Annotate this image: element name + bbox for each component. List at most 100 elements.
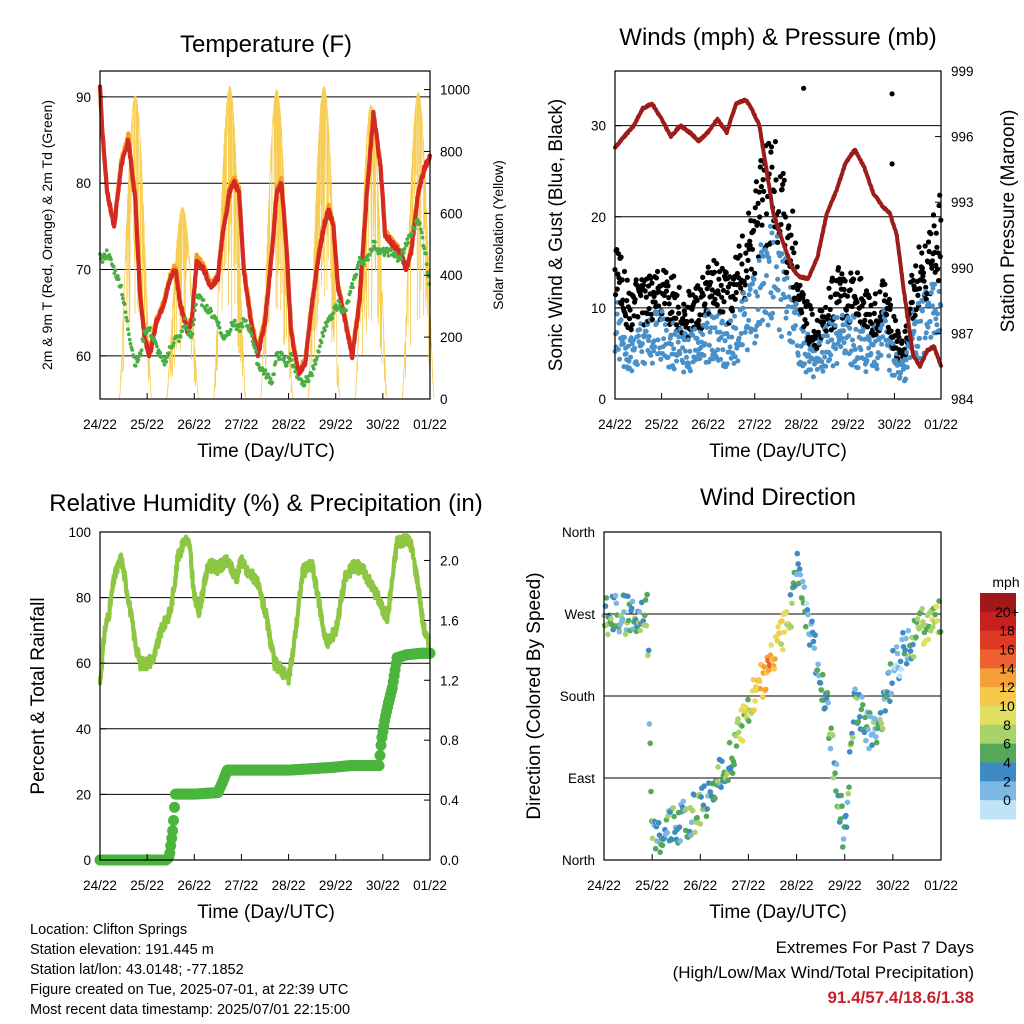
- wind-point: [819, 359, 825, 365]
- gust-point: [635, 314, 641, 320]
- x-tick-label: 29/22: [319, 417, 353, 432]
- direction-point: [729, 770, 736, 776]
- direction-point: [858, 706, 865, 713]
- x-tick-label: 30/22: [876, 878, 910, 893]
- colorbar-label: 12: [999, 679, 1015, 695]
- wind-point: [879, 341, 885, 347]
- wind-point: [849, 362, 855, 368]
- gust-point: [820, 319, 827, 325]
- wind-point: [852, 346, 858, 352]
- colorbar-swatch: [980, 668, 1016, 688]
- dewpoint-point: [177, 339, 181, 344]
- direction-point: [688, 832, 694, 838]
- direction-point: [742, 708, 748, 715]
- wind-point: [851, 342, 857, 348]
- gust-point: [663, 288, 670, 294]
- dewpoint-point: [282, 356, 286, 361]
- gust-point: [751, 227, 757, 233]
- dewpoint-point: [320, 330, 325, 335]
- humidity-title: Relative Humidity (%) & Precipitation (i…: [49, 490, 482, 517]
- direction-point: [918, 623, 925, 630]
- colorbar-title: mph: [992, 574, 1019, 590]
- rainfall-point: [374, 750, 386, 761]
- humidity-ylabel: Percent & Total Rainfall: [28, 597, 49, 794]
- x-tick-label: 28/22: [780, 878, 814, 893]
- wind-point: [833, 346, 839, 352]
- direction-point: [795, 561, 801, 567]
- direction-point: [665, 813, 671, 819]
- wind-point: [675, 339, 681, 345]
- colorbar-label: 8: [1003, 717, 1011, 733]
- gust-point: [621, 268, 628, 275]
- wind-point: [834, 361, 840, 366]
- y-tick-label: 90: [76, 90, 91, 105]
- x-tick-label: 01/22: [413, 878, 447, 893]
- wind-point: [795, 352, 801, 358]
- gust-point: [618, 254, 624, 260]
- wind-point: [827, 357, 833, 362]
- dewpoint-point: [311, 366, 316, 371]
- solar-insolation-line: [118, 95, 152, 400]
- gust-point: [651, 293, 657, 299]
- dewpoint-point: [310, 373, 314, 378]
- dewpoint-point: [192, 317, 197, 322]
- dewpoint-point: [424, 262, 429, 267]
- dewpoint-point: [199, 303, 204, 308]
- wind-point: [880, 334, 886, 340]
- direction-point: [783, 609, 790, 615]
- wind-point: [617, 356, 622, 362]
- direction-title: Wind Direction: [700, 484, 856, 511]
- gust-point: [663, 269, 669, 275]
- gust-point: [872, 291, 879, 297]
- gust-point: [889, 161, 895, 167]
- y-tick-label: 20: [591, 210, 606, 225]
- gust-point: [648, 275, 654, 281]
- gust-point: [804, 298, 810, 305]
- direction-point: [910, 654, 917, 660]
- dewpoint-point: [250, 339, 255, 344]
- direction-point: [703, 813, 710, 820]
- gust-point: [819, 308, 825, 314]
- wind-point: [663, 327, 669, 333]
- humidity-ticks: 24/22 25/22 26/22 27/22 28/22 29/22 30/22 01/22…: [68, 525, 459, 893]
- pressure-line: [613, 97, 943, 369]
- gust-point: [664, 279, 670, 285]
- y2-tick-label: 400: [440, 268, 463, 283]
- dewpoint-point: [410, 231, 415, 236]
- x-tick-label: 26/22: [683, 878, 717, 893]
- wind-point: [847, 325, 853, 331]
- wind-point: [904, 349, 910, 355]
- gust-point: [847, 287, 853, 293]
- gust-point: [752, 270, 758, 276]
- wind-point: [732, 313, 738, 319]
- direction-point: [797, 572, 804, 578]
- gust-point: [892, 317, 899, 324]
- dewpoint-point: [305, 376, 309, 380]
- wind-point: [614, 311, 620, 317]
- gust-point: [923, 296, 929, 302]
- x-tick-label: 29/22: [828, 878, 862, 893]
- gust-point: [624, 277, 630, 283]
- gust-point: [791, 250, 797, 256]
- gust-point: [745, 257, 751, 263]
- direction-point: [898, 666, 905, 672]
- direction-point: [756, 678, 763, 685]
- gust-point: [936, 278, 942, 284]
- gust-point: [734, 270, 741, 277]
- colorbar-label: 2: [1003, 773, 1011, 789]
- wind-point: [784, 275, 790, 281]
- direction-point: [830, 774, 837, 781]
- x-tick-label: 29/22: [319, 878, 353, 893]
- pressure-series: [613, 97, 943, 369]
- dewpoint-point: [370, 247, 375, 252]
- dewpoint-point: [123, 310, 128, 314]
- direction-point: [733, 743, 740, 749]
- dewpoint-point: [144, 330, 149, 335]
- wind-point: [766, 255, 772, 261]
- gust-point: [920, 270, 927, 276]
- direction-point: [822, 705, 828, 711]
- gust-point: [676, 310, 682, 316]
- gust-point: [930, 212, 937, 218]
- y2-tick-label: 0.0: [440, 853, 459, 868]
